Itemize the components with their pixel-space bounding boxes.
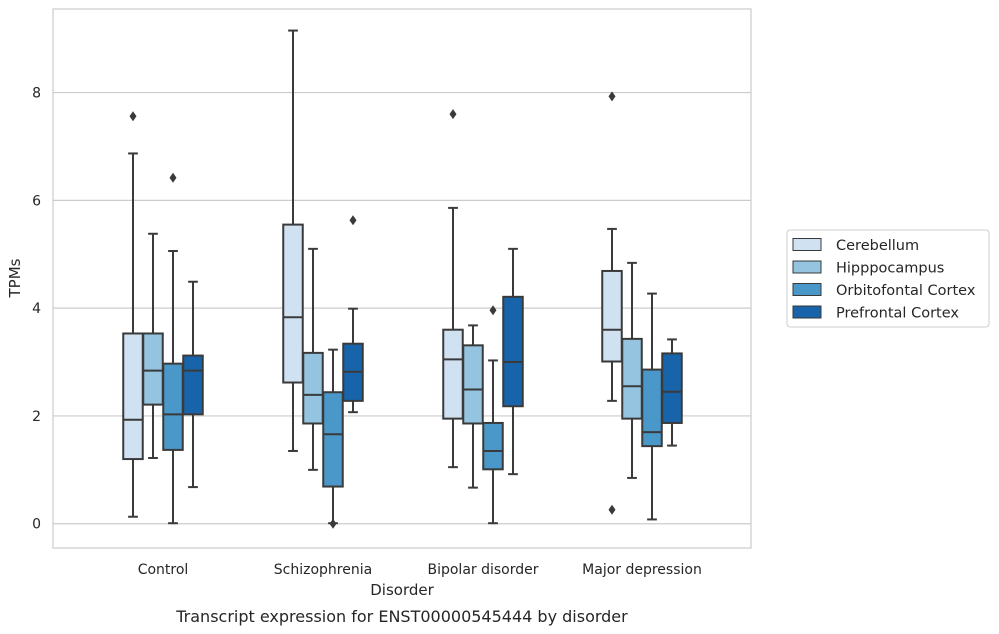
box xyxy=(661,338,683,447)
y-tick-label: 4 xyxy=(32,301,41,317)
box-iqr xyxy=(462,344,484,425)
legend-label: Hipppocampus xyxy=(836,261,944,277)
x-tick-label: Major depression xyxy=(582,562,702,578)
x-axis-label: Disorder xyxy=(370,581,434,599)
x-tick-label: Bipolar disorder xyxy=(427,562,538,578)
box-iqr xyxy=(122,332,144,461)
y-tick-label: 2 xyxy=(32,409,41,425)
legend-label: Prefrontal Cortex xyxy=(836,306,959,322)
outlier-point xyxy=(489,305,497,316)
box xyxy=(342,215,364,414)
box xyxy=(482,305,504,525)
legend: Cerebellum Hipppocampus Orbitofontal Corte… xyxy=(786,229,990,328)
box-series xyxy=(122,29,683,529)
box-iqr xyxy=(162,362,184,451)
plot-frame xyxy=(52,8,752,549)
box xyxy=(302,247,324,471)
outlier-point xyxy=(608,91,616,102)
legend-swatch xyxy=(792,283,822,296)
legend-label: Orbitofontal Cortex xyxy=(836,283,976,299)
box xyxy=(462,324,484,489)
legend-swatch xyxy=(792,260,822,274)
box xyxy=(142,232,164,459)
chart-caption: Transcript expression for ENST0000054544… xyxy=(175,607,628,626)
box-iqr xyxy=(302,351,324,425)
legend-frame xyxy=(786,229,990,328)
outlier-point xyxy=(329,518,337,529)
y-axis: 0 2 4 6 8 xyxy=(32,86,41,533)
box-iqr xyxy=(322,391,344,488)
box xyxy=(162,172,184,525)
y-axis-label: TPMs xyxy=(6,258,24,298)
series-prefrontal-cortex xyxy=(182,215,683,489)
legend-swatch xyxy=(792,305,822,319)
y-tick-label: 6 xyxy=(32,193,41,209)
box-iqr xyxy=(482,421,504,471)
legend-swatch xyxy=(792,238,822,251)
box-iqr xyxy=(661,352,683,424)
outlier-point xyxy=(449,109,457,120)
box-iqr xyxy=(601,269,623,363)
y-tick-label: 8 xyxy=(32,86,41,102)
series-hipppocampus xyxy=(142,232,643,489)
outlier-point xyxy=(129,111,137,122)
box-iqr xyxy=(182,354,204,416)
box-iqr xyxy=(641,368,663,448)
outlier-point xyxy=(349,215,357,226)
series-orbitofontal-cortex xyxy=(162,172,663,529)
x-tick-label: Schizophrenia xyxy=(274,562,372,578)
legend-label: Cerebellum xyxy=(836,238,919,254)
box-iqr xyxy=(282,223,304,384)
box xyxy=(641,292,663,521)
y-tick-label: 0 xyxy=(32,517,41,533)
box-iqr xyxy=(442,328,464,420)
box-iqr xyxy=(621,337,643,420)
x-axis: Control Schizophrenia Bipolar disorder Majo… xyxy=(138,562,702,578)
x-tick-label: Control xyxy=(138,562,189,578)
box-iqr xyxy=(142,332,164,406)
plot-background xyxy=(53,9,751,548)
box-iqr xyxy=(502,295,524,408)
box xyxy=(601,91,623,515)
box xyxy=(182,280,204,489)
outlier-point xyxy=(608,504,616,515)
box xyxy=(322,348,344,529)
outlier-point xyxy=(169,172,177,183)
box xyxy=(502,247,524,476)
box xyxy=(282,29,304,452)
